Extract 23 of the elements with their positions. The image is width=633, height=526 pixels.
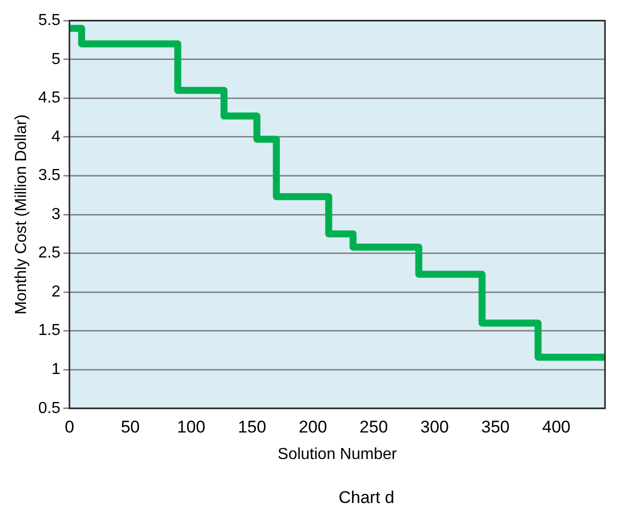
x-tick-label: 100: [176, 417, 206, 436]
x-tick-label: 350: [481, 417, 510, 436]
y-tick-label: 2.5: [38, 244, 61, 262]
x-tick-label: 50: [120, 417, 140, 436]
y-tick-label: 5.5: [38, 12, 61, 30]
y-axis-title: Monthly Cost (Million Dollar): [13, 114, 30, 315]
x-tick-label: 400: [542, 417, 570, 436]
y-tick-label: 4: [52, 128, 61, 146]
y-tick-label: 3.5: [38, 167, 61, 184]
y-tick-label: 0.5: [38, 400, 61, 417]
x-tick-label: 0: [64, 417, 74, 436]
y-tick-label: 1: [52, 361, 61, 378]
y-tick-label: 5: [52, 50, 61, 68]
y-tick-label: 1.5: [38, 322, 61, 340]
y-tick-label: 3: [52, 206, 61, 223]
x-tick-label: 300: [420, 417, 449, 436]
y-tick-label: 4.5: [38, 90, 61, 107]
x-axis-title: Solution Number: [278, 446, 398, 463]
x-tick-label: 200: [298, 417, 328, 436]
x-tick-label: 150: [238, 417, 266, 436]
x-tick-label: 250: [360, 417, 388, 436]
text: Chart d: [338, 488, 396, 508]
y-tick-label: 2: [52, 283, 61, 300]
